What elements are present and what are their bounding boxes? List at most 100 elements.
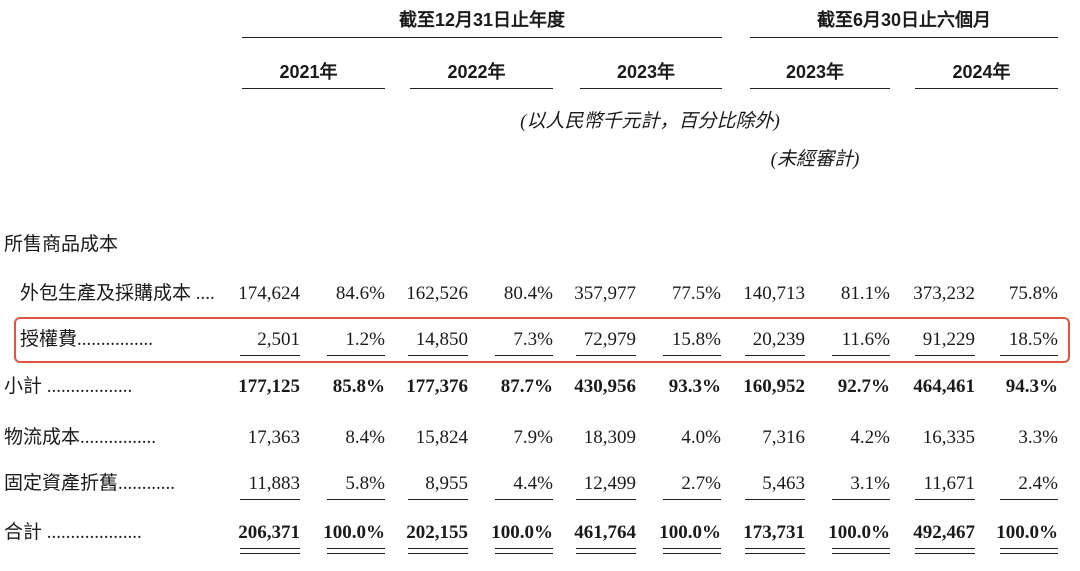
rule	[832, 355, 890, 356]
cell: 5.8%	[345, 473, 385, 494]
rule	[240, 499, 300, 500]
year-header: 2021年	[279, 62, 338, 82]
rule	[495, 548, 553, 549]
cell: 94.3%	[1005, 376, 1058, 397]
cell: 20,239	[752, 329, 805, 350]
rule	[1000, 553, 1058, 554]
rule	[495, 355, 553, 356]
cell: 7.9%	[513, 427, 553, 448]
cell: 4.0%	[681, 427, 721, 448]
cell: 15,824	[415, 427, 468, 448]
cell: 16,335	[922, 427, 975, 448]
rule	[832, 548, 890, 549]
cell: 464,461	[913, 376, 975, 397]
cell: 100.0%	[491, 522, 553, 543]
cell: 100.0%	[828, 522, 890, 543]
cell: 92.7%	[837, 376, 890, 397]
rule	[240, 553, 300, 554]
cell: 8.4%	[345, 427, 385, 448]
rule	[242, 88, 385, 89]
rule	[240, 355, 300, 356]
rule	[408, 553, 468, 554]
rule	[576, 355, 636, 356]
rule	[495, 553, 553, 554]
rule	[327, 355, 385, 356]
rule	[242, 37, 722, 38]
rule	[663, 355, 721, 356]
cell: 4.2%	[850, 427, 890, 448]
rule	[663, 499, 721, 500]
cell: 100.0%	[996, 522, 1058, 543]
rule	[1000, 548, 1058, 549]
cell: 93.3%	[668, 376, 721, 397]
rule	[915, 88, 1058, 89]
cell: 100.0%	[659, 522, 721, 543]
row-label: 固定資產折舊............	[4, 473, 176, 494]
rule	[410, 88, 553, 89]
cell: 373,232	[913, 283, 975, 304]
cell: 12,499	[583, 473, 636, 494]
unit-note: (以人民幣千元計，百分比除外)	[520, 111, 780, 132]
cell: 77.5%	[671, 283, 721, 304]
rule	[1000, 499, 1058, 500]
rule	[408, 548, 468, 549]
cell: 1.2%	[345, 329, 385, 350]
cell: 18.5%	[1008, 329, 1058, 350]
rule	[327, 553, 385, 554]
rule	[745, 355, 805, 356]
cell: 2,501	[257, 329, 300, 350]
row-label: 外包生產及採購成本 ....	[20, 283, 215, 304]
cell: 87.7%	[500, 376, 553, 397]
row-label: 小計 ..................	[4, 376, 133, 397]
cell: 461,764	[574, 522, 636, 543]
cell: 206,371	[238, 522, 300, 543]
cell: 84.6%	[335, 283, 385, 304]
cell: 91,229	[922, 329, 975, 350]
cell: 177,376	[406, 376, 468, 397]
year-header: 2023年	[785, 62, 845, 82]
cell: 357,977	[574, 283, 636, 304]
rule	[915, 499, 975, 500]
cell: 7,316	[762, 427, 805, 448]
cell: 11,671	[923, 473, 975, 494]
rule	[576, 553, 636, 554]
section-label: 所售商品成本	[4, 234, 119, 255]
cell: 11.6%	[841, 329, 890, 350]
rule	[915, 355, 975, 356]
cell: 4.4%	[513, 473, 553, 494]
cell: 75.8%	[1008, 283, 1058, 304]
rule	[745, 553, 805, 554]
rule	[408, 355, 468, 356]
cell: 430,956	[574, 376, 636, 397]
cell: 17,363	[247, 427, 300, 448]
cell: 11,883	[248, 473, 300, 494]
rule	[750, 88, 890, 89]
year-header: 2023年	[616, 62, 676, 82]
rule	[915, 548, 975, 549]
cell: 140,713	[743, 283, 805, 304]
cell: 85.8%	[332, 376, 385, 397]
year-header: 2024年	[952, 62, 1011, 82]
cell: 174,624	[238, 283, 300, 304]
cell: 72,979	[583, 329, 636, 350]
cell: 3.1%	[850, 473, 890, 494]
audit-note: (未經審計)	[770, 149, 860, 170]
cell: 202,155	[406, 522, 468, 543]
cell: 2.4%	[1018, 473, 1058, 494]
cell: 7.3%	[513, 329, 553, 350]
rule	[495, 499, 553, 500]
cell: 160,952	[743, 376, 805, 397]
rule	[240, 548, 300, 549]
cell: 80.4%	[503, 283, 553, 304]
rule	[408, 499, 468, 500]
rule	[576, 499, 636, 500]
rule	[745, 499, 805, 500]
cell: 15.8%	[671, 329, 721, 350]
rule	[915, 553, 975, 554]
rule	[750, 37, 1058, 38]
cell: 14,850	[415, 329, 468, 350]
cell: 2.7%	[681, 473, 721, 494]
rule	[832, 499, 890, 500]
rule	[327, 499, 385, 500]
